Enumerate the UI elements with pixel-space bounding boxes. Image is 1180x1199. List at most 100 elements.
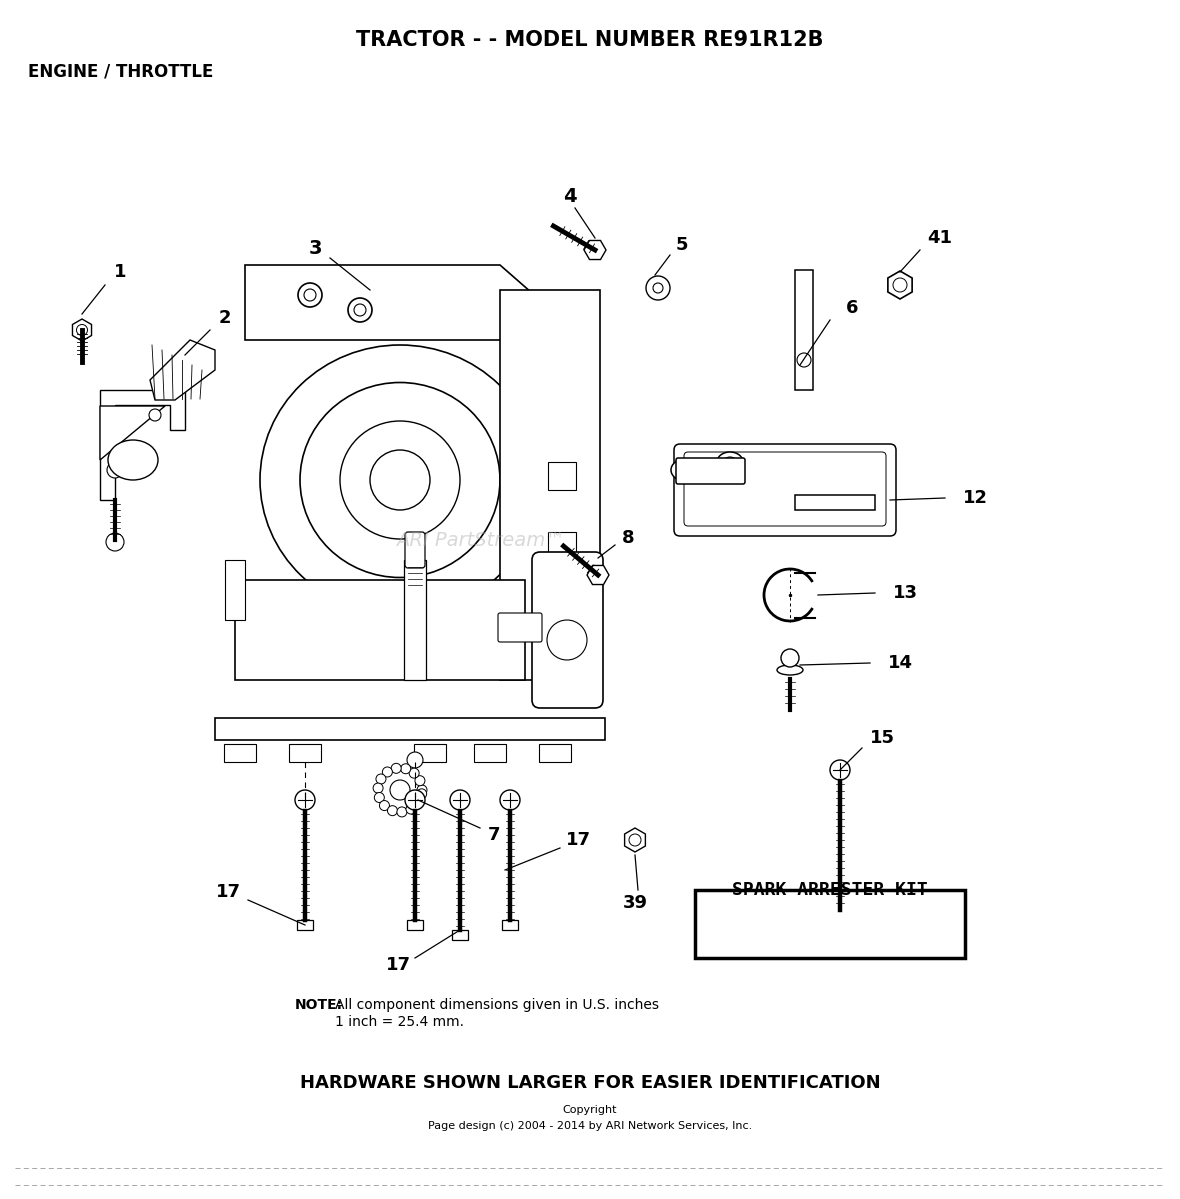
Circle shape <box>796 353 811 367</box>
Circle shape <box>380 801 389 811</box>
Ellipse shape <box>678 464 691 476</box>
Circle shape <box>417 789 427 799</box>
Text: 4: 4 <box>563 187 577 205</box>
Text: 12: 12 <box>963 489 988 507</box>
Polygon shape <box>245 265 540 341</box>
Polygon shape <box>584 241 607 259</box>
FancyBboxPatch shape <box>297 920 313 930</box>
Circle shape <box>645 276 670 300</box>
Polygon shape <box>586 566 609 585</box>
Circle shape <box>405 790 425 811</box>
FancyBboxPatch shape <box>498 613 542 641</box>
Text: 7: 7 <box>487 826 500 844</box>
Ellipse shape <box>300 382 500 578</box>
FancyBboxPatch shape <box>414 745 446 763</box>
FancyBboxPatch shape <box>235 580 525 680</box>
Circle shape <box>396 807 407 817</box>
Circle shape <box>304 289 316 301</box>
Polygon shape <box>100 406 165 460</box>
Circle shape <box>378 769 422 812</box>
FancyBboxPatch shape <box>404 560 426 680</box>
Circle shape <box>371 450 430 510</box>
FancyBboxPatch shape <box>502 920 518 930</box>
Circle shape <box>653 283 663 293</box>
Text: Page design (c) 2004 - 2014 by ARI Network Services, Inc.: Page design (c) 2004 - 2014 by ARI Netwo… <box>428 1121 752 1131</box>
Circle shape <box>893 278 907 293</box>
FancyBboxPatch shape <box>676 458 745 484</box>
Circle shape <box>77 325 87 336</box>
Text: 3: 3 <box>308 239 322 258</box>
FancyBboxPatch shape <box>532 552 603 707</box>
Circle shape <box>781 649 799 667</box>
Ellipse shape <box>671 459 699 481</box>
Text: 39: 39 <box>623 894 648 912</box>
FancyBboxPatch shape <box>539 745 571 763</box>
Circle shape <box>548 620 586 659</box>
FancyBboxPatch shape <box>832 910 848 920</box>
Polygon shape <box>500 290 599 680</box>
Circle shape <box>406 805 417 814</box>
Text: 13: 13 <box>893 584 918 602</box>
Polygon shape <box>150 341 215 400</box>
Ellipse shape <box>340 421 460 540</box>
Text: ENGINE / THROTTLE: ENGINE / THROTTLE <box>28 64 214 82</box>
Polygon shape <box>624 829 645 852</box>
Ellipse shape <box>776 665 804 675</box>
Circle shape <box>392 764 401 773</box>
Ellipse shape <box>109 440 158 480</box>
Text: 41: 41 <box>927 229 952 247</box>
Circle shape <box>387 806 398 815</box>
Circle shape <box>407 752 422 769</box>
Circle shape <box>149 409 160 421</box>
Circle shape <box>450 790 470 811</box>
FancyBboxPatch shape <box>215 718 605 740</box>
FancyBboxPatch shape <box>548 532 576 560</box>
Circle shape <box>348 299 372 323</box>
Circle shape <box>417 785 427 795</box>
Text: 1: 1 <box>113 263 126 281</box>
Circle shape <box>409 769 419 778</box>
FancyBboxPatch shape <box>474 745 506 763</box>
Text: ARI PartStream™: ARI PartStream™ <box>395 530 564 549</box>
Text: 15: 15 <box>870 729 894 747</box>
Polygon shape <box>100 390 185 500</box>
Text: 2: 2 <box>218 309 231 327</box>
Text: 17: 17 <box>386 956 411 974</box>
FancyBboxPatch shape <box>674 444 896 536</box>
Text: All component dimensions given in U.S. inches: All component dimensions given in U.S. i… <box>335 998 658 1012</box>
Circle shape <box>500 790 520 811</box>
Circle shape <box>413 797 422 808</box>
Text: 8: 8 <box>622 529 635 547</box>
FancyBboxPatch shape <box>289 745 321 763</box>
Circle shape <box>106 534 124 552</box>
Text: NOTE:: NOTE: <box>295 998 343 1012</box>
Text: 6: 6 <box>846 299 858 317</box>
Circle shape <box>374 793 385 802</box>
Circle shape <box>299 283 322 307</box>
FancyBboxPatch shape <box>225 560 245 620</box>
Ellipse shape <box>260 345 540 615</box>
Text: 17: 17 <box>565 831 590 849</box>
Circle shape <box>830 760 850 781</box>
FancyBboxPatch shape <box>224 745 256 763</box>
FancyBboxPatch shape <box>548 462 576 490</box>
Text: TRACTOR - - MODEL NUMBER RE91R12B: TRACTOR - - MODEL NUMBER RE91R12B <box>356 30 824 50</box>
FancyBboxPatch shape <box>695 890 965 958</box>
Text: HARDWARE SHOWN LARGER FOR EASIER IDENTIFICATION: HARDWARE SHOWN LARGER FOR EASIER IDENTIF… <box>300 1074 880 1092</box>
Circle shape <box>107 462 123 478</box>
Circle shape <box>382 767 393 777</box>
Text: 17: 17 <box>216 882 241 900</box>
Text: Copyright: Copyright <box>563 1105 617 1115</box>
Circle shape <box>376 775 386 784</box>
Ellipse shape <box>717 452 743 472</box>
Circle shape <box>354 305 366 317</box>
FancyBboxPatch shape <box>795 270 813 390</box>
FancyBboxPatch shape <box>452 930 468 940</box>
Circle shape <box>295 790 315 811</box>
Text: SPARK ARRESTER KIT: SPARK ARRESTER KIT <box>732 881 927 899</box>
Circle shape <box>373 783 384 793</box>
FancyBboxPatch shape <box>795 495 876 510</box>
Ellipse shape <box>723 457 736 466</box>
Polygon shape <box>72 319 92 341</box>
FancyBboxPatch shape <box>684 452 886 526</box>
